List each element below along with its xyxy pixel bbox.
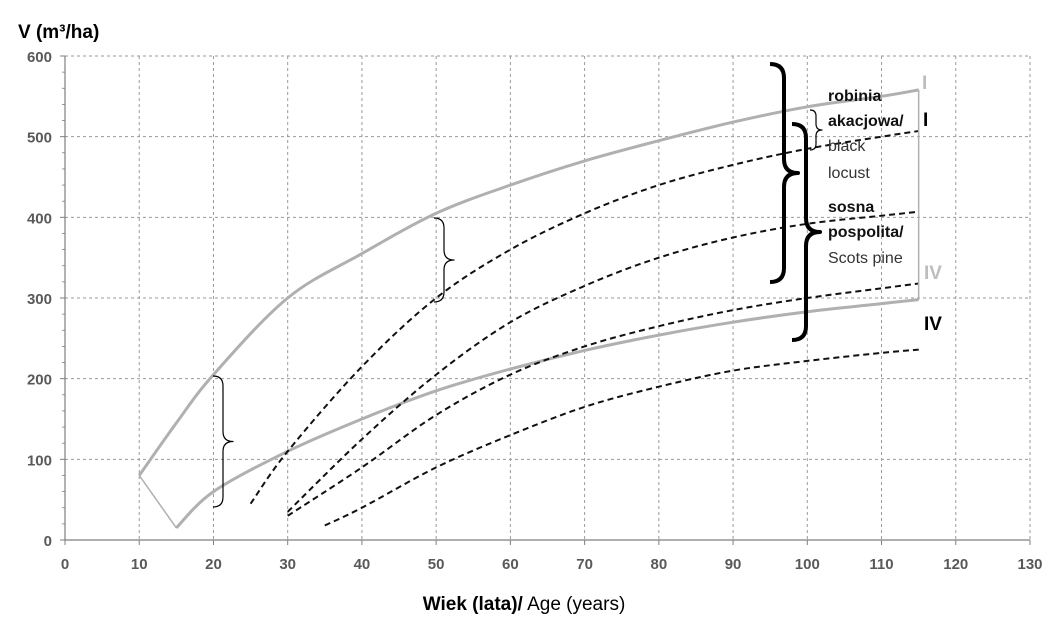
x-tick-label-50: 50 xyxy=(428,556,445,573)
y-tick-label-200: 200 xyxy=(27,372,52,389)
series-line-4 xyxy=(287,210,919,513)
braces xyxy=(212,62,823,508)
x-tick-labels: 0 10 20 30 40 50 60 70 80 90 100 110 120 130 xyxy=(61,556,1043,573)
x-tick-label-130: 130 xyxy=(1017,556,1042,573)
brace-small-top xyxy=(809,109,823,151)
x-tick-label-80: 80 xyxy=(651,556,668,573)
annotation-sosna-en: Scots pine xyxy=(828,250,903,267)
y-tick-labels: 0 100 200 300 400 500 600 xyxy=(27,49,52,550)
x-axis-label-en: Age (years) xyxy=(523,594,625,615)
label-class-IV-black: IV xyxy=(924,314,942,335)
x-tick-label-30: 30 xyxy=(279,556,296,573)
annotation-robinia-en2: locust xyxy=(828,165,870,182)
y-tick-label-600: 600 xyxy=(27,49,52,66)
y-tick-label-500: 500 xyxy=(27,130,52,147)
x-tick-label-120: 120 xyxy=(943,556,968,573)
x-tick-label-110: 110 xyxy=(869,556,893,573)
annotation-sosna-2: pospolita/ xyxy=(828,224,904,241)
brace-sosna-large xyxy=(791,122,822,342)
y-tick-label-400: 400 xyxy=(27,210,52,227)
annotation-robinia-2: akacjowa/ xyxy=(828,113,904,130)
y-tick-label-100: 100 xyxy=(27,452,52,469)
x-axis-label-pl: Wiek (lata)/ xyxy=(423,594,524,615)
x-tick-label-10: 10 xyxy=(131,556,148,573)
envelope-connector-left xyxy=(138,475,177,529)
series-lines xyxy=(137,88,920,529)
y-tick-label-0: 0 xyxy=(44,533,52,550)
x-axis-label: Wiek (lata)/ Age (years) xyxy=(423,594,626,615)
x-tick-label-20: 20 xyxy=(205,556,222,573)
brace-age-50 xyxy=(433,217,455,303)
series-line-5 xyxy=(287,282,919,517)
x-tick-label-60: 60 xyxy=(502,556,519,573)
series-line-6 xyxy=(324,348,919,527)
axes xyxy=(60,55,1031,545)
brace-age-20 xyxy=(212,375,234,508)
x-tick-label-40: 40 xyxy=(354,556,371,573)
y-tick-label-300: 300 xyxy=(27,291,52,308)
x-tick-label-90: 90 xyxy=(725,556,742,573)
annotation-robinia-roman: I xyxy=(923,110,928,131)
annotation-robinia-1: robinia xyxy=(828,88,881,105)
annotation-sosna-1: sosna xyxy=(828,199,874,216)
annotation-robinia-en1: black xyxy=(828,138,866,155)
x-tick-label-100: 100 xyxy=(795,556,820,573)
grid-lines xyxy=(65,55,1031,540)
brace-robinia-large xyxy=(769,62,800,284)
series-line-1 xyxy=(137,88,919,477)
y-axis-label: V (m³/ha) xyxy=(18,22,99,43)
label-class-IV-grey: IV xyxy=(924,263,942,284)
x-tick-label-0: 0 xyxy=(61,556,69,573)
x-tick-label-70: 70 xyxy=(576,556,593,573)
label-class-I-grey: I xyxy=(922,73,927,94)
